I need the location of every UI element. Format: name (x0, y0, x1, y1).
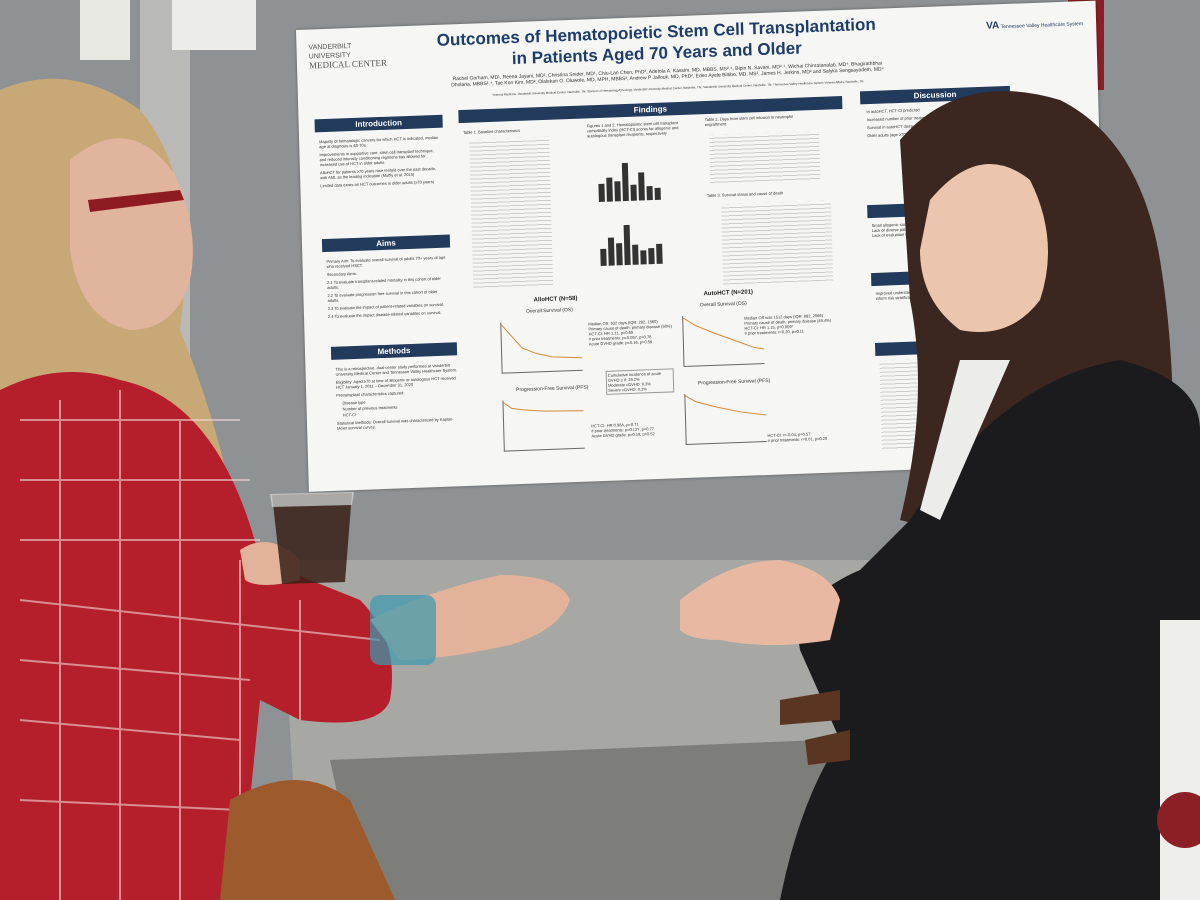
poster: VANDERBILT UNIVERSITY MEDICAL CENTER VA … (296, 0, 1109, 492)
survival-curve (500, 319, 583, 374)
survival-curve (502, 397, 585, 452)
survival-curve (682, 313, 765, 368)
survival-curve (684, 391, 767, 445)
figure-bars (598, 162, 663, 266)
